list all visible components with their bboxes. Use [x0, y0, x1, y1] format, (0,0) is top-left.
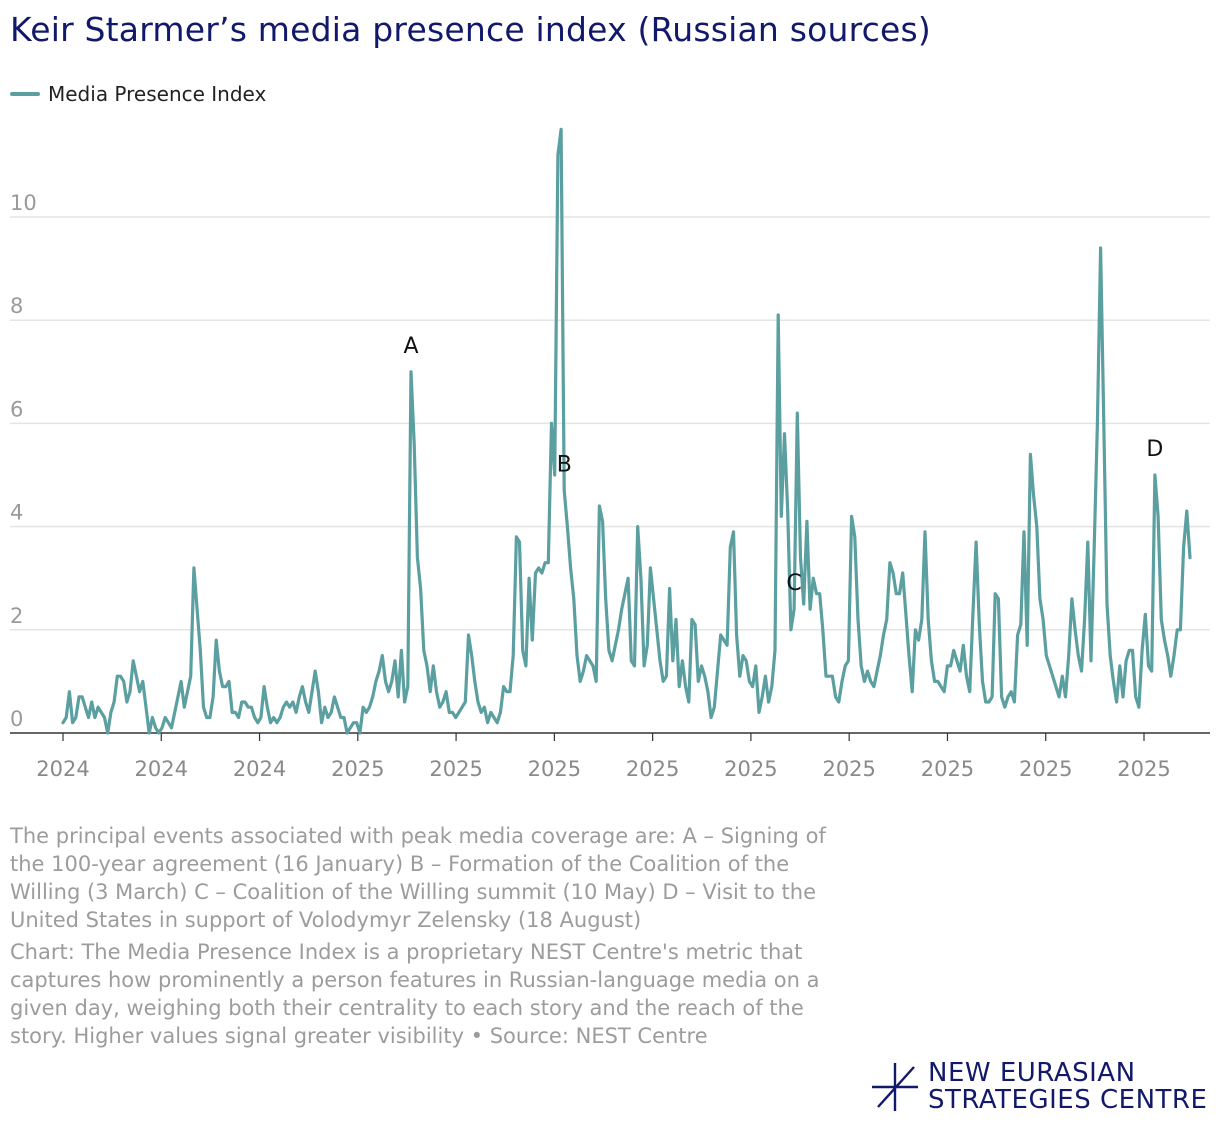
x-tick-label: 2025 — [331, 757, 384, 781]
y-tick-label: 4 — [10, 501, 23, 525]
star-logo-icon — [872, 1063, 918, 1111]
annotation-d: D — [1146, 437, 1163, 462]
x-tick-label: 2025 — [626, 757, 679, 781]
legend-label: Media Presence Index — [48, 82, 267, 106]
annotation-c: C — [786, 571, 801, 596]
events-note: The principal events associated with pea… — [10, 824, 826, 932]
chart-notes: The principal events associated with pea… — [10, 822, 860, 1054]
line-chart: 0 2 4 6 8 10 2024 2024 2024 2025 2025 2025 2025 2025 2… — [10, 127, 1210, 781]
x-tick-label: 2025 — [528, 757, 581, 781]
nest-centre-logo: NEW EURASIAN STRATEGIES CENTRE — [870, 1060, 1207, 1114]
y-tick-label: 2 — [10, 604, 23, 628]
x-tick-label: 2025 — [1019, 757, 1072, 781]
x-tick-label: 2024 — [135, 757, 188, 781]
y-tick-label: 6 — [10, 397, 23, 421]
y-tick-label: 10 — [10, 191, 37, 215]
legend: Media Presence Index — [10, 82, 266, 106]
legend-swatch — [10, 92, 40, 96]
series-line-media-presence-index — [61, 127, 1192, 735]
chart-title: Keir Starmer’s media presence index (Rus… — [10, 10, 931, 49]
y-tick-label: 8 — [10, 294, 23, 318]
x-tick-label: 2025 — [429, 757, 482, 781]
logo-line-2: STRATEGIES CENTRE — [928, 1085, 1208, 1115]
x-tick-label: 2025 — [822, 757, 875, 781]
y-tick-label: 0 — [10, 707, 23, 731]
annotation-b: B — [557, 452, 572, 477]
source-note: Chart: The Media Presence Index is a pro… — [10, 940, 820, 1048]
x-tick-label: 2025 — [724, 757, 777, 781]
annotation-a: A — [403, 334, 418, 359]
x-tick-label: 2024 — [233, 757, 286, 781]
x-tick-label: 2024 — [36, 757, 89, 781]
logo-line-1: NEW EURASIAN — [928, 1058, 1136, 1088]
x-tick-label: 2025 — [1117, 757, 1170, 781]
x-tick-label: 2025 — [921, 757, 974, 781]
